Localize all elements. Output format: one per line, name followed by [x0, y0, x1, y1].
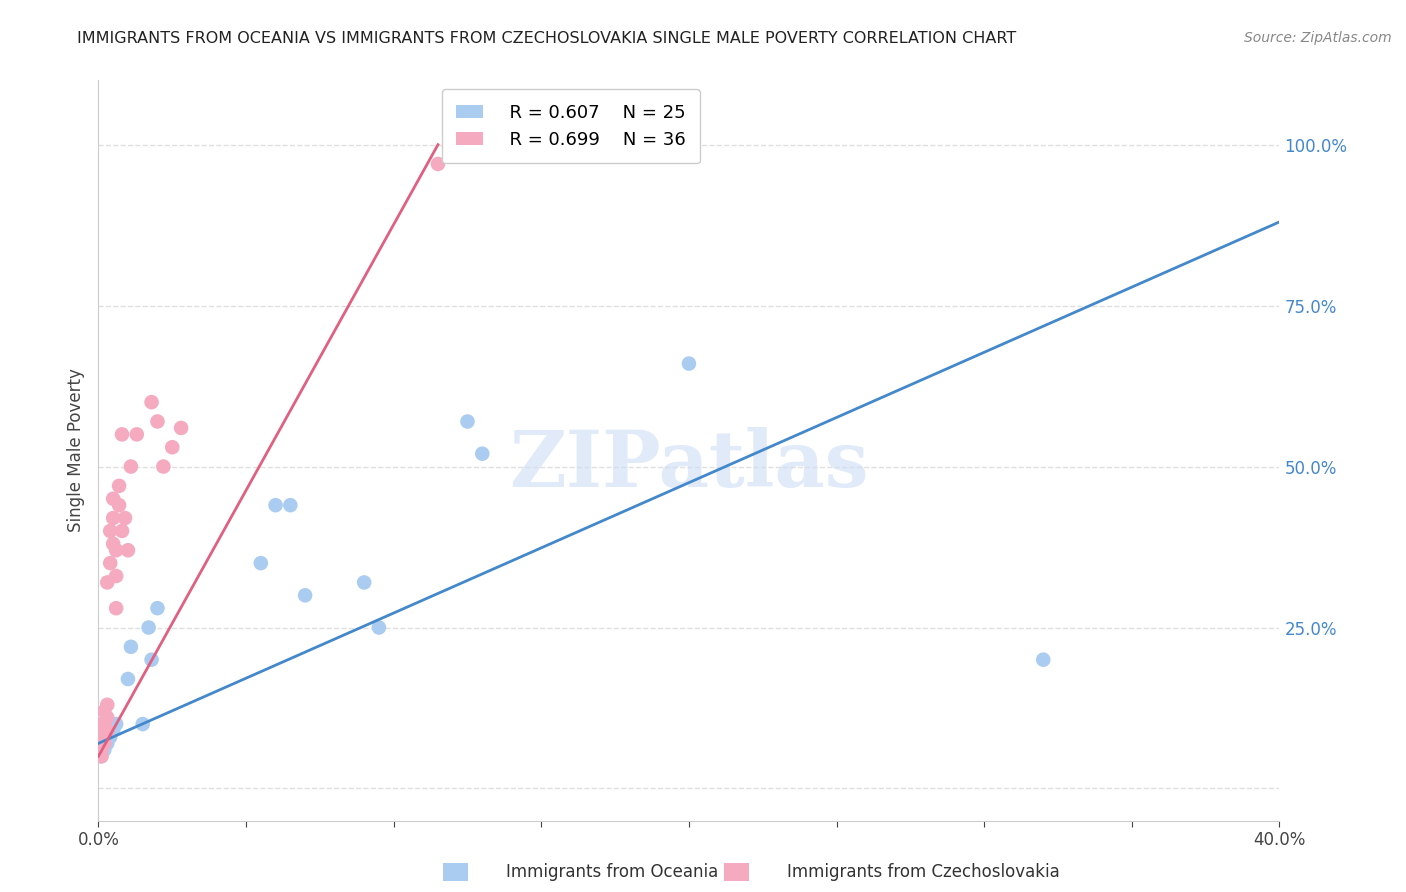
Point	[120, 459, 142, 474]
Point	[471, 447, 494, 461]
Point	[96, 723, 118, 738]
Point	[117, 543, 139, 558]
Point	[93, 730, 115, 744]
Point	[294, 588, 316, 602]
Legend:   R = 0.607    N = 25,   R = 0.699    N = 36: R = 0.607 N = 25, R = 0.699 N = 36	[441, 89, 700, 163]
Point	[120, 640, 142, 654]
Point	[132, 717, 155, 731]
Point	[96, 711, 118, 725]
Text: Immigrants from Oceania: Immigrants from Oceania	[506, 863, 718, 881]
Point	[103, 511, 125, 525]
Point	[111, 524, 134, 538]
Point	[96, 698, 118, 712]
Point	[353, 575, 375, 590]
Point	[105, 543, 128, 558]
Point	[96, 736, 118, 750]
Point	[90, 717, 112, 731]
Text: Immigrants from Czechoslovakia: Immigrants from Czechoslovakia	[787, 863, 1060, 881]
Point	[103, 723, 125, 738]
Point	[138, 620, 160, 634]
Point	[146, 415, 169, 429]
Point	[117, 672, 139, 686]
Point	[125, 427, 148, 442]
Point	[146, 601, 169, 615]
Point	[368, 620, 391, 634]
Point	[90, 749, 112, 764]
Text: ZIPatlas: ZIPatlas	[509, 427, 869, 503]
Point	[93, 717, 115, 731]
Point	[90, 736, 112, 750]
Point	[90, 730, 112, 744]
Point	[457, 415, 479, 429]
Point	[105, 569, 128, 583]
Text: Source: ZipAtlas.com: Source: ZipAtlas.com	[1244, 31, 1392, 45]
Point	[678, 357, 700, 371]
Point	[98, 524, 121, 538]
Point	[108, 479, 131, 493]
Point	[141, 395, 163, 409]
Point	[152, 459, 174, 474]
Point	[170, 421, 193, 435]
Point	[114, 511, 136, 525]
Text: IMMIGRANTS FROM OCEANIA VS IMMIGRANTS FROM CZECHOSLOVAKIA SINGLE MALE POVERTY CO: IMMIGRANTS FROM OCEANIA VS IMMIGRANTS FR…	[77, 31, 1017, 46]
Point	[93, 743, 115, 757]
Point	[103, 491, 125, 506]
Point	[141, 653, 163, 667]
Point	[280, 498, 302, 512]
Point	[427, 157, 450, 171]
Point	[93, 730, 115, 744]
Point	[93, 704, 115, 718]
Point	[96, 575, 118, 590]
Point	[105, 601, 128, 615]
Point	[103, 537, 125, 551]
Point	[90, 743, 112, 757]
Point	[98, 730, 121, 744]
Point	[90, 736, 112, 750]
Point	[93, 723, 115, 738]
Point	[1032, 653, 1054, 667]
Point	[105, 717, 128, 731]
Point	[111, 427, 134, 442]
Point	[98, 717, 121, 731]
Y-axis label: Single Male Poverty: Single Male Poverty	[66, 368, 84, 533]
Point	[98, 556, 121, 570]
Point	[264, 498, 287, 512]
Point	[93, 736, 115, 750]
Point	[250, 556, 273, 570]
Point	[90, 749, 112, 764]
Point	[162, 440, 183, 454]
Point	[108, 498, 131, 512]
